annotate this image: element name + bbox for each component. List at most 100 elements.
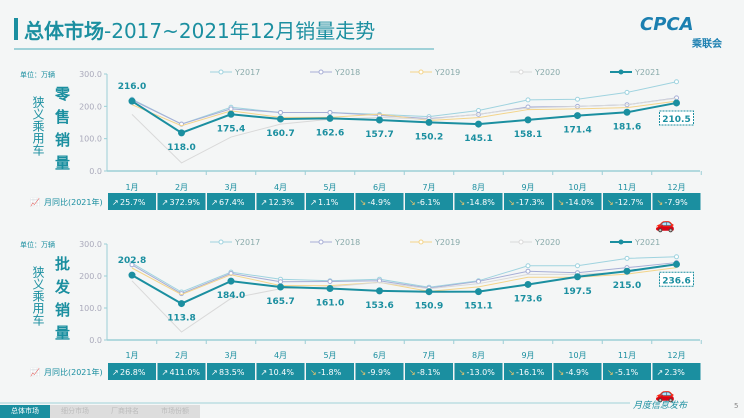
data-label: 160.7 [266, 129, 294, 139]
data-label: 162.6 [316, 128, 344, 138]
yoy-value: 2.3% [665, 368, 686, 377]
data-point [575, 263, 580, 269]
data-point [524, 280, 532, 288]
data-point [524, 116, 532, 124]
yoy-cell [454, 193, 503, 210]
footer-tab[interactable]: 总体市场 [0, 405, 50, 418]
trend-up-icon: ↗ [112, 368, 119, 377]
data-point [623, 267, 631, 275]
data-point [525, 263, 531, 269]
x-tick-label: 2月 [175, 351, 188, 360]
legend-marker [618, 239, 624, 245]
data-label: 216.0 [118, 82, 146, 92]
data-label: 236.6 [662, 276, 690, 286]
unit-label: 单位：万辆 [20, 70, 55, 79]
trend-up-icon: ↗ [657, 368, 664, 377]
data-point [327, 278, 333, 284]
yoy-value: 1.1% [318, 198, 339, 207]
yoy-value: -13.0% [467, 368, 496, 377]
trend-down-icon: ↘ [558, 198, 565, 207]
yoy-cell [454, 363, 503, 380]
legend-label: Y2018 [334, 238, 360, 247]
data-point [376, 116, 383, 124]
x-tick-label: 5月 [323, 183, 336, 192]
title-main: 总体市场 [24, 18, 104, 43]
footer-tab[interactable]: 市场份额 [150, 405, 200, 418]
data-point [574, 112, 581, 120]
x-tick-label: 2月 [175, 183, 188, 192]
x-tick-label: 10月 [568, 183, 586, 192]
data-point [178, 129, 185, 137]
data-label: 161.0 [316, 298, 344, 308]
data-point [326, 284, 334, 292]
x-tick-label: 3月 [224, 351, 237, 360]
series-line-Y2020 [131, 97, 677, 164]
x-tick-label: 6月 [373, 351, 386, 360]
yoy-cell [504, 193, 552, 210]
trend-down-icon: ↘ [409, 198, 416, 207]
y-tick-label: 300.0 [79, 240, 102, 249]
trend-down-icon: ↘ [508, 198, 515, 207]
trend-down-icon: ↘ [508, 368, 515, 377]
data-point [475, 288, 482, 296]
data-label: 165.7 [266, 297, 294, 307]
yoy-value: 83.5% [219, 368, 245, 377]
footer-tab[interactable]: 细分市场 [50, 405, 100, 418]
data-label: 171.4 [563, 126, 591, 136]
yoy-value: -7.9% [665, 198, 689, 207]
y-tick-label: 100.0 [79, 304, 102, 313]
data-label: 197.5 [563, 287, 591, 297]
legend-label: Y2019 [434, 68, 460, 77]
publish-label: 月度信息发布 [633, 401, 688, 411]
yoy-cell [405, 363, 453, 380]
data-label: 118.0 [167, 143, 195, 153]
yoy-cell [355, 193, 404, 210]
chart-trend-icon: 📈 [30, 197, 40, 207]
data-point [227, 277, 235, 285]
page-title: 总体市场 -2017~2021年12月销量走势 [14, 14, 375, 44]
legend-label: Y2019 [434, 238, 460, 247]
yoy-cell [306, 193, 354, 210]
data-label: 202.8 [118, 256, 146, 266]
data-label: 158.1 [514, 130, 542, 140]
data-label: 153.6 [365, 301, 393, 311]
yoy-cell [553, 363, 602, 380]
legend-marker [418, 69, 424, 75]
data-point [525, 97, 531, 103]
data-label: 151.1 [464, 302, 492, 312]
x-tick-label: 5月 [323, 351, 336, 360]
data-point [525, 268, 531, 274]
yoy-cell [355, 363, 404, 380]
legend-marker [318, 239, 324, 245]
chart-trend-icon: 📈 [30, 367, 40, 377]
trend-down-icon: ↘ [657, 198, 664, 207]
yoy-cell [108, 193, 156, 210]
data-point [624, 255, 630, 261]
x-tick-label: 7月 [422, 183, 435, 192]
trend-down-icon: ↘ [459, 198, 466, 207]
legend-label: Y2020 [534, 238, 560, 247]
x-tick-label: 9月 [521, 351, 534, 360]
y-tick-label: 0.0 [89, 336, 102, 345]
x-tick-label: 8月 [472, 351, 485, 360]
y-tick-label: 200.0 [79, 102, 102, 111]
data-label: 150.2 [415, 132, 443, 142]
data-point [327, 109, 333, 115]
x-tick-label: 1月 [125, 183, 138, 192]
legend-label: Y2021 [634, 68, 660, 77]
trend-up-icon: ↗ [261, 198, 268, 207]
x-tick-label: 6月 [373, 183, 386, 192]
y-tick-label: 0.0 [89, 167, 102, 176]
legend-label: Y2021 [634, 238, 660, 247]
yoy-cell [504, 363, 552, 380]
yoy-cell [157, 363, 206, 380]
yoy-value: -9.9% [368, 368, 392, 377]
legend-marker [218, 69, 224, 75]
footer-tab[interactable]: 厂商排名 [100, 405, 150, 418]
yoy-value: -12.7% [615, 198, 644, 207]
data-point [674, 95, 679, 101]
data-label: 215.0 [613, 281, 641, 291]
data-point [624, 89, 630, 95]
